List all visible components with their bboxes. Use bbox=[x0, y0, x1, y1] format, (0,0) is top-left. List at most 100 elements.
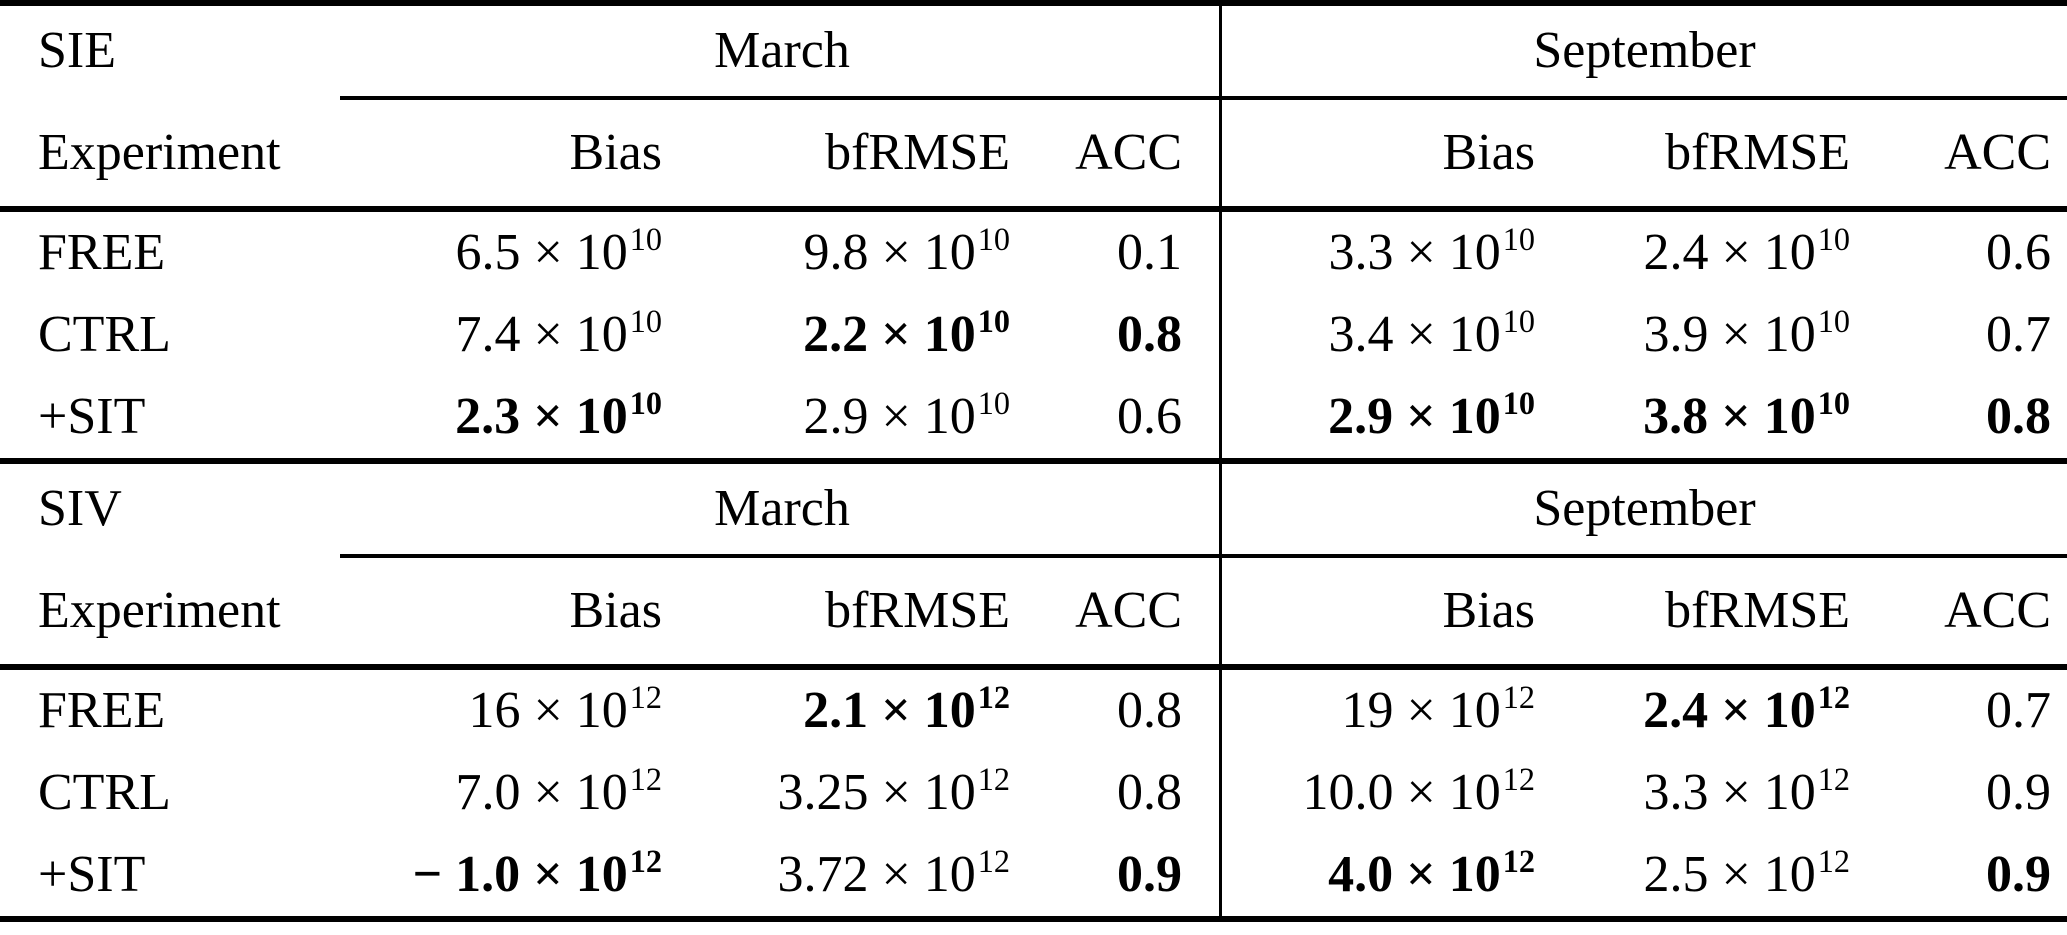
exponent: 12 bbox=[629, 679, 662, 716]
section-sie: SIE March September Experiment Bias bfRM… bbox=[0, 0, 2067, 458]
group-header-march: March bbox=[345, 6, 1222, 96]
col-header-acc-september: ACC bbox=[1944, 124, 2051, 181]
exponent: 10 bbox=[629, 385, 662, 422]
cell-september-bias: 4.0 × 1012 bbox=[1328, 843, 1535, 903]
top-rule bbox=[0, 0, 2067, 6]
cell-september-acc: 0.6 bbox=[1986, 224, 2051, 281]
section-label: SIV bbox=[38, 480, 122, 537]
experiment-name: CTRL bbox=[38, 764, 171, 821]
table-row-free: FREE 6.5 × 1010 9.8 × 1010 0.1 3.3 × 101… bbox=[0, 212, 2067, 294]
cell-march-acc: 0.8 bbox=[1010, 752, 1222, 834]
bottom-rule bbox=[0, 916, 2067, 922]
exponent: 10 bbox=[977, 221, 1010, 258]
cell-march-bias: 7.0 × 1012 bbox=[455, 761, 662, 821]
group-header-september: September bbox=[1533, 22, 1756, 79]
col-header-bias-september: Bias bbox=[1442, 582, 1535, 639]
exponent: 12 bbox=[977, 843, 1010, 880]
experiment-name: +SIT bbox=[38, 846, 146, 903]
section-divider-rule bbox=[0, 458, 2067, 464]
experiment-name: FREE bbox=[38, 682, 166, 739]
cell-september-bias: 19 × 1012 bbox=[1341, 679, 1535, 739]
cell-march-bias: − 1.0 × 1012 bbox=[412, 843, 663, 903]
cell-march-acc: 0.9 bbox=[1010, 834, 1222, 916]
exponent: 12 bbox=[977, 761, 1010, 798]
table-row-sit: +SIT 2.3 × 1010 2.9 × 1010 0.6 2.9 × 101… bbox=[0, 376, 2067, 458]
table-row-free: FREE 16 × 1012 2.1 × 1012 0.8 19 × 1012 … bbox=[0, 670, 2067, 752]
cmid-rule bbox=[340, 554, 2067, 558]
cell-march-bias: 16 × 1012 bbox=[468, 679, 662, 739]
cell-march-acc: 0.1 bbox=[1010, 212, 1222, 294]
exponent: 10 bbox=[629, 303, 662, 340]
experiment-name: CTRL bbox=[38, 306, 171, 363]
cell-march-bfrmse: 3.72 × 1012 bbox=[777, 843, 1010, 903]
col-header-bfrmse-september: bfRMSE bbox=[1665, 582, 1850, 639]
section-label: SIE bbox=[38, 22, 116, 79]
exponent: 12 bbox=[629, 843, 662, 880]
exponent: 12 bbox=[1817, 761, 1850, 798]
group-header-march: March bbox=[345, 464, 1222, 554]
exponent: 10 bbox=[977, 385, 1010, 422]
col-header-bfrmse-september: bfRMSE bbox=[1665, 124, 1850, 181]
cell-september-acc: 0.7 bbox=[1986, 682, 2051, 739]
group-header-september: September bbox=[1533, 480, 1756, 537]
column-header-row: Experiment Bias bfRMSE ACC Bias bfRMSE A… bbox=[0, 558, 2067, 664]
col-header-acc-september: ACC bbox=[1944, 582, 2051, 639]
cell-march-bias: 7.4 × 1010 bbox=[455, 303, 662, 363]
cell-september-bfrmse: 2.4 × 1012 bbox=[1643, 679, 1850, 739]
exponent: 10 bbox=[1817, 303, 1850, 340]
col-header-bfrmse-march: bfRMSE bbox=[825, 124, 1010, 181]
cell-september-bias: 3.3 × 1010 bbox=[1328, 221, 1535, 281]
col-header-experiment: Experiment bbox=[38, 582, 281, 639]
exponent: 10 bbox=[1817, 221, 1850, 258]
cell-march-bfrmse: 2.9 × 1010 bbox=[803, 385, 1010, 445]
col-header-acc-march: ACC bbox=[1010, 558, 1222, 664]
exponent: 10 bbox=[977, 303, 1010, 340]
exponent: 10 bbox=[1502, 221, 1535, 258]
exponent: 12 bbox=[1502, 679, 1535, 716]
group-header-row: SIE March September bbox=[0, 6, 2067, 96]
experiment-name: FREE bbox=[38, 224, 166, 281]
section-siv: SIV March September Experiment Bias bfRM… bbox=[0, 458, 2067, 922]
cmid-rule bbox=[340, 96, 2067, 100]
cell-september-bfrmse: 3.3 × 1012 bbox=[1643, 761, 1850, 821]
head-rule bbox=[0, 206, 2067, 212]
exponent: 12 bbox=[1817, 679, 1850, 716]
cell-march-acc: 0.8 bbox=[1010, 670, 1222, 752]
cell-september-bias: 10.0 × 1012 bbox=[1302, 761, 1535, 821]
experiment-name: +SIT bbox=[38, 388, 146, 445]
column-header-row: Experiment Bias bfRMSE ACC Bias bfRMSE A… bbox=[0, 100, 2067, 206]
cell-march-acc: 0.8 bbox=[1010, 294, 1222, 376]
table-row-ctrl: CTRL 7.0 × 1012 3.25 × 1012 0.8 10.0 × 1… bbox=[0, 752, 2067, 834]
cell-september-bias: 2.9 × 1010 bbox=[1328, 385, 1535, 445]
cell-september-bfrmse: 2.5 × 1012 bbox=[1643, 843, 1850, 903]
col-header-experiment: Experiment bbox=[38, 124, 281, 181]
exponent: 12 bbox=[977, 679, 1010, 716]
exponent: 12 bbox=[1817, 843, 1850, 880]
cell-march-bfrmse: 3.25 × 1012 bbox=[777, 761, 1010, 821]
cell-march-bias: 2.3 × 1010 bbox=[455, 385, 662, 445]
col-header-bias-march: Bias bbox=[569, 582, 662, 639]
exponent: 10 bbox=[629, 221, 662, 258]
cell-march-bfrmse: 2.2 × 1010 bbox=[803, 303, 1010, 363]
exponent: 12 bbox=[629, 761, 662, 798]
cell-september-acc: 0.9 bbox=[1986, 846, 2051, 903]
exponent: 10 bbox=[1502, 385, 1535, 422]
exponent: 12 bbox=[1502, 843, 1535, 880]
col-header-bfrmse-march: bfRMSE bbox=[825, 582, 1010, 639]
cell-march-bfrmse: 2.1 × 1012 bbox=[803, 679, 1010, 739]
cell-september-bias: 3.4 × 1010 bbox=[1328, 303, 1535, 363]
cell-march-acc: 0.6 bbox=[1010, 376, 1222, 458]
cell-march-bias: 6.5 × 1010 bbox=[455, 221, 662, 281]
exponent: 10 bbox=[1817, 385, 1850, 422]
cell-september-bfrmse: 3.9 × 1010 bbox=[1643, 303, 1850, 363]
col-header-bias-march: Bias bbox=[569, 124, 662, 181]
exponent: 12 bbox=[1502, 761, 1535, 798]
head-rule bbox=[0, 664, 2067, 670]
cell-september-acc: 0.7 bbox=[1986, 306, 2051, 363]
table-row-ctrl: CTRL 7.4 × 1010 2.2 × 1010 0.8 3.4 × 101… bbox=[0, 294, 2067, 376]
cell-september-acc: 0.9 bbox=[1986, 764, 2051, 821]
col-header-acc-march: ACC bbox=[1010, 100, 1222, 206]
group-header-row: SIV March September bbox=[0, 464, 2067, 554]
cell-march-bfrmse: 9.8 × 1010 bbox=[803, 221, 1010, 281]
